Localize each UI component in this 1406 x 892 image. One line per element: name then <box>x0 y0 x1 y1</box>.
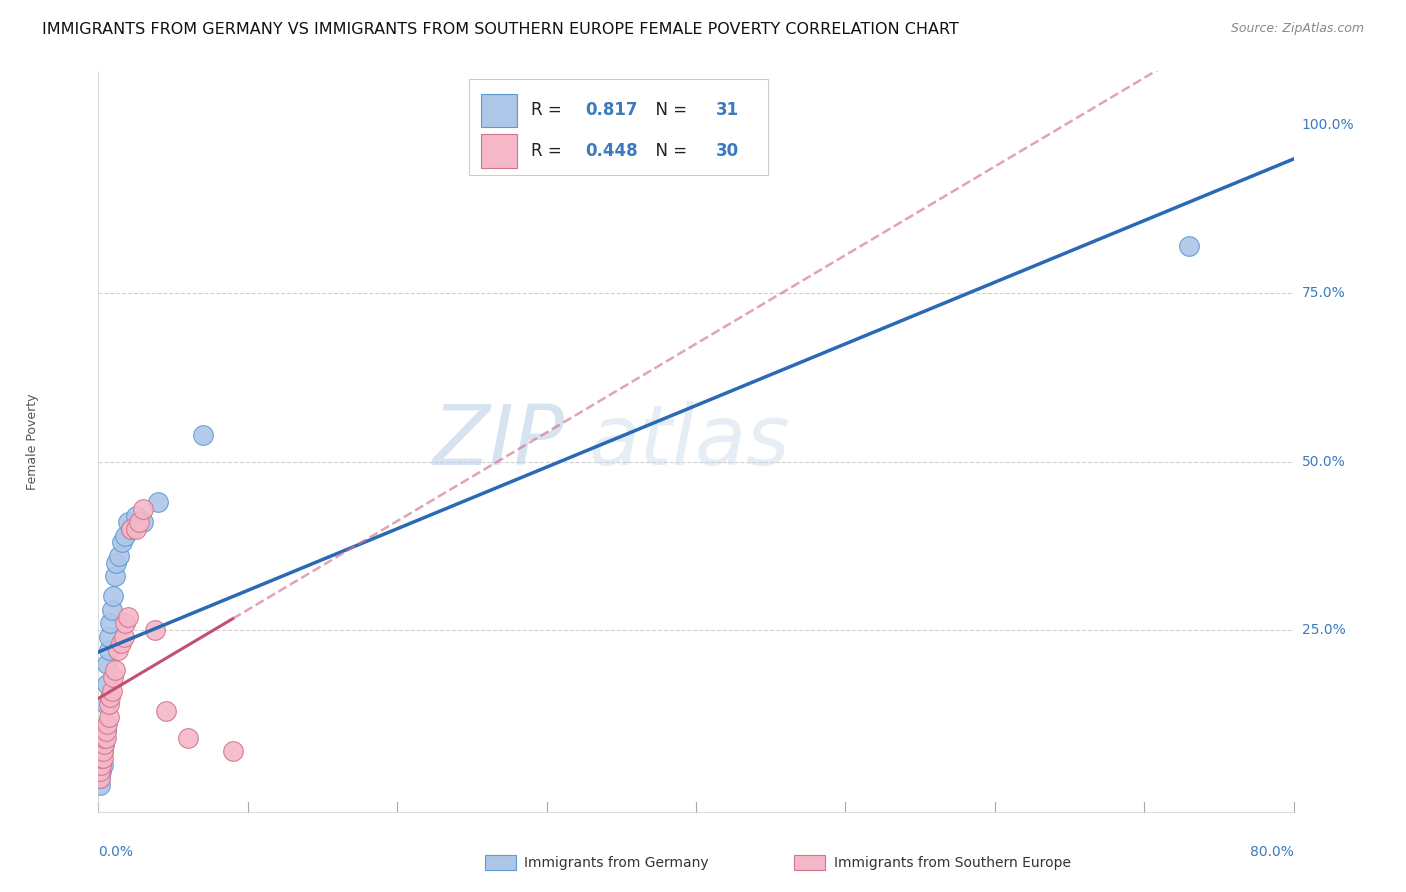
Point <box>112 630 135 644</box>
Text: N =: N = <box>644 101 692 120</box>
Point <box>148 495 170 509</box>
Text: R =: R = <box>531 142 567 160</box>
Text: IMMIGRANTS FROM GERMANY VS IMMIGRANTS FROM SOUTHERN EUROPE FEMALE POVERTY CORREL: IMMIGRANTS FROM GERMANY VS IMMIGRANTS FR… <box>42 22 959 37</box>
Point <box>97 630 120 644</box>
Point <box>93 723 115 738</box>
Point <box>96 657 118 671</box>
Text: Immigrants from Germany: Immigrants from Germany <box>524 855 709 870</box>
Point <box>1178 239 1201 253</box>
FancyBboxPatch shape <box>470 78 768 175</box>
Point <box>103 670 125 684</box>
Point <box>97 643 120 657</box>
Point <box>91 744 114 758</box>
Text: atlas: atlas <box>589 401 790 482</box>
Point <box>89 771 111 785</box>
Point <box>117 516 139 530</box>
Point <box>143 623 166 637</box>
Point <box>98 690 122 705</box>
Point <box>108 549 131 563</box>
Point <box>89 778 111 792</box>
Text: 50.0%: 50.0% <box>1302 455 1346 468</box>
Point <box>120 522 142 536</box>
Text: 30: 30 <box>716 142 740 160</box>
Text: 0.817: 0.817 <box>585 101 637 120</box>
Text: 31: 31 <box>716 101 740 120</box>
Point <box>93 738 115 752</box>
Text: ZIP: ZIP <box>433 401 565 482</box>
Text: 75.0%: 75.0% <box>1302 286 1346 301</box>
Point <box>89 771 111 785</box>
Point <box>101 683 124 698</box>
Point <box>222 744 245 758</box>
Text: R =: R = <box>531 101 567 120</box>
Point <box>97 710 120 724</box>
Point <box>97 697 120 711</box>
FancyBboxPatch shape <box>481 135 517 168</box>
Point <box>177 731 200 745</box>
Point <box>114 616 136 631</box>
Point <box>91 751 114 765</box>
Point <box>94 723 117 738</box>
Point <box>110 636 132 650</box>
Point <box>91 744 114 758</box>
Point <box>90 757 112 772</box>
Point <box>155 704 177 718</box>
Point <box>96 717 118 731</box>
Point <box>101 603 124 617</box>
Point <box>107 643 129 657</box>
Point <box>96 677 118 691</box>
Point <box>111 535 134 549</box>
Point <box>98 616 122 631</box>
Point <box>90 751 112 765</box>
Point <box>104 664 127 678</box>
Point <box>117 609 139 624</box>
Text: 25.0%: 25.0% <box>1302 623 1346 637</box>
Point <box>104 569 127 583</box>
Point <box>191 427 214 442</box>
Text: N =: N = <box>644 142 692 160</box>
Text: Source: ZipAtlas.com: Source: ZipAtlas.com <box>1230 22 1364 36</box>
Point <box>125 522 148 536</box>
Text: Female Poverty: Female Poverty <box>27 393 39 490</box>
Point <box>94 723 117 738</box>
Point <box>93 731 115 745</box>
Text: 0.0%: 0.0% <box>98 846 134 859</box>
Point <box>91 738 114 752</box>
Point <box>93 738 115 752</box>
Text: 100.0%: 100.0% <box>1302 119 1354 132</box>
Text: 0.448: 0.448 <box>585 142 637 160</box>
Point <box>125 508 148 523</box>
Point <box>90 751 112 765</box>
Point <box>128 516 150 530</box>
Point <box>114 529 136 543</box>
Point <box>94 731 117 745</box>
Point <box>94 697 117 711</box>
Text: Immigrants from Southern Europe: Immigrants from Southern Europe <box>834 855 1071 870</box>
Point <box>105 556 128 570</box>
Point <box>132 501 155 516</box>
Point <box>90 757 112 772</box>
Point <box>120 522 142 536</box>
Point <box>91 757 114 772</box>
Text: 80.0%: 80.0% <box>1250 846 1294 859</box>
Point <box>132 516 155 530</box>
Point <box>89 764 111 779</box>
FancyBboxPatch shape <box>481 94 517 127</box>
Point <box>90 764 112 779</box>
Point <box>103 590 125 604</box>
